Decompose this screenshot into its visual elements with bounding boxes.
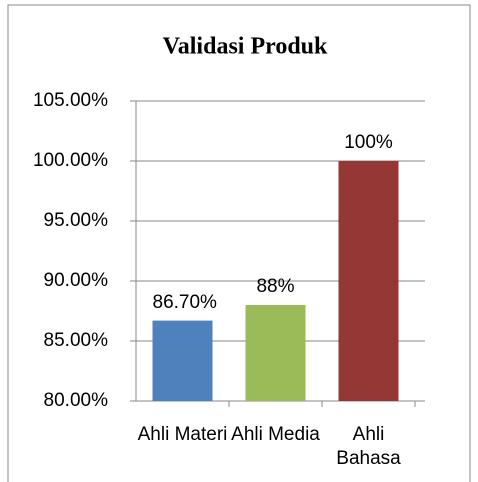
x-tick-label: Ahli Materi — [137, 424, 228, 445]
bar — [338, 161, 399, 401]
bar — [245, 305, 306, 401]
y-tick-label: 100.00% — [33, 150, 108, 171]
y-tick-label: 80.00% — [44, 390, 109, 411]
bar — [152, 320, 213, 401]
y-tick-label: 95.00% — [44, 210, 109, 231]
x-tick-label: Ahli Media — [231, 424, 320, 445]
y-tick-label: 105.00% — [33, 90, 108, 111]
data-label: 86.70% — [152, 291, 217, 313]
chart-border — [7, 4, 471, 482]
chart-title: Validasi Produk — [163, 34, 328, 60]
y-tick-label: 85.00% — [44, 330, 109, 351]
data-label: 100% — [344, 132, 393, 153]
data-label: 88% — [256, 276, 295, 297]
y-tick-label: 90.00% — [44, 270, 109, 291]
x-tick-label: Ahli Bahasa — [336, 424, 401, 469]
